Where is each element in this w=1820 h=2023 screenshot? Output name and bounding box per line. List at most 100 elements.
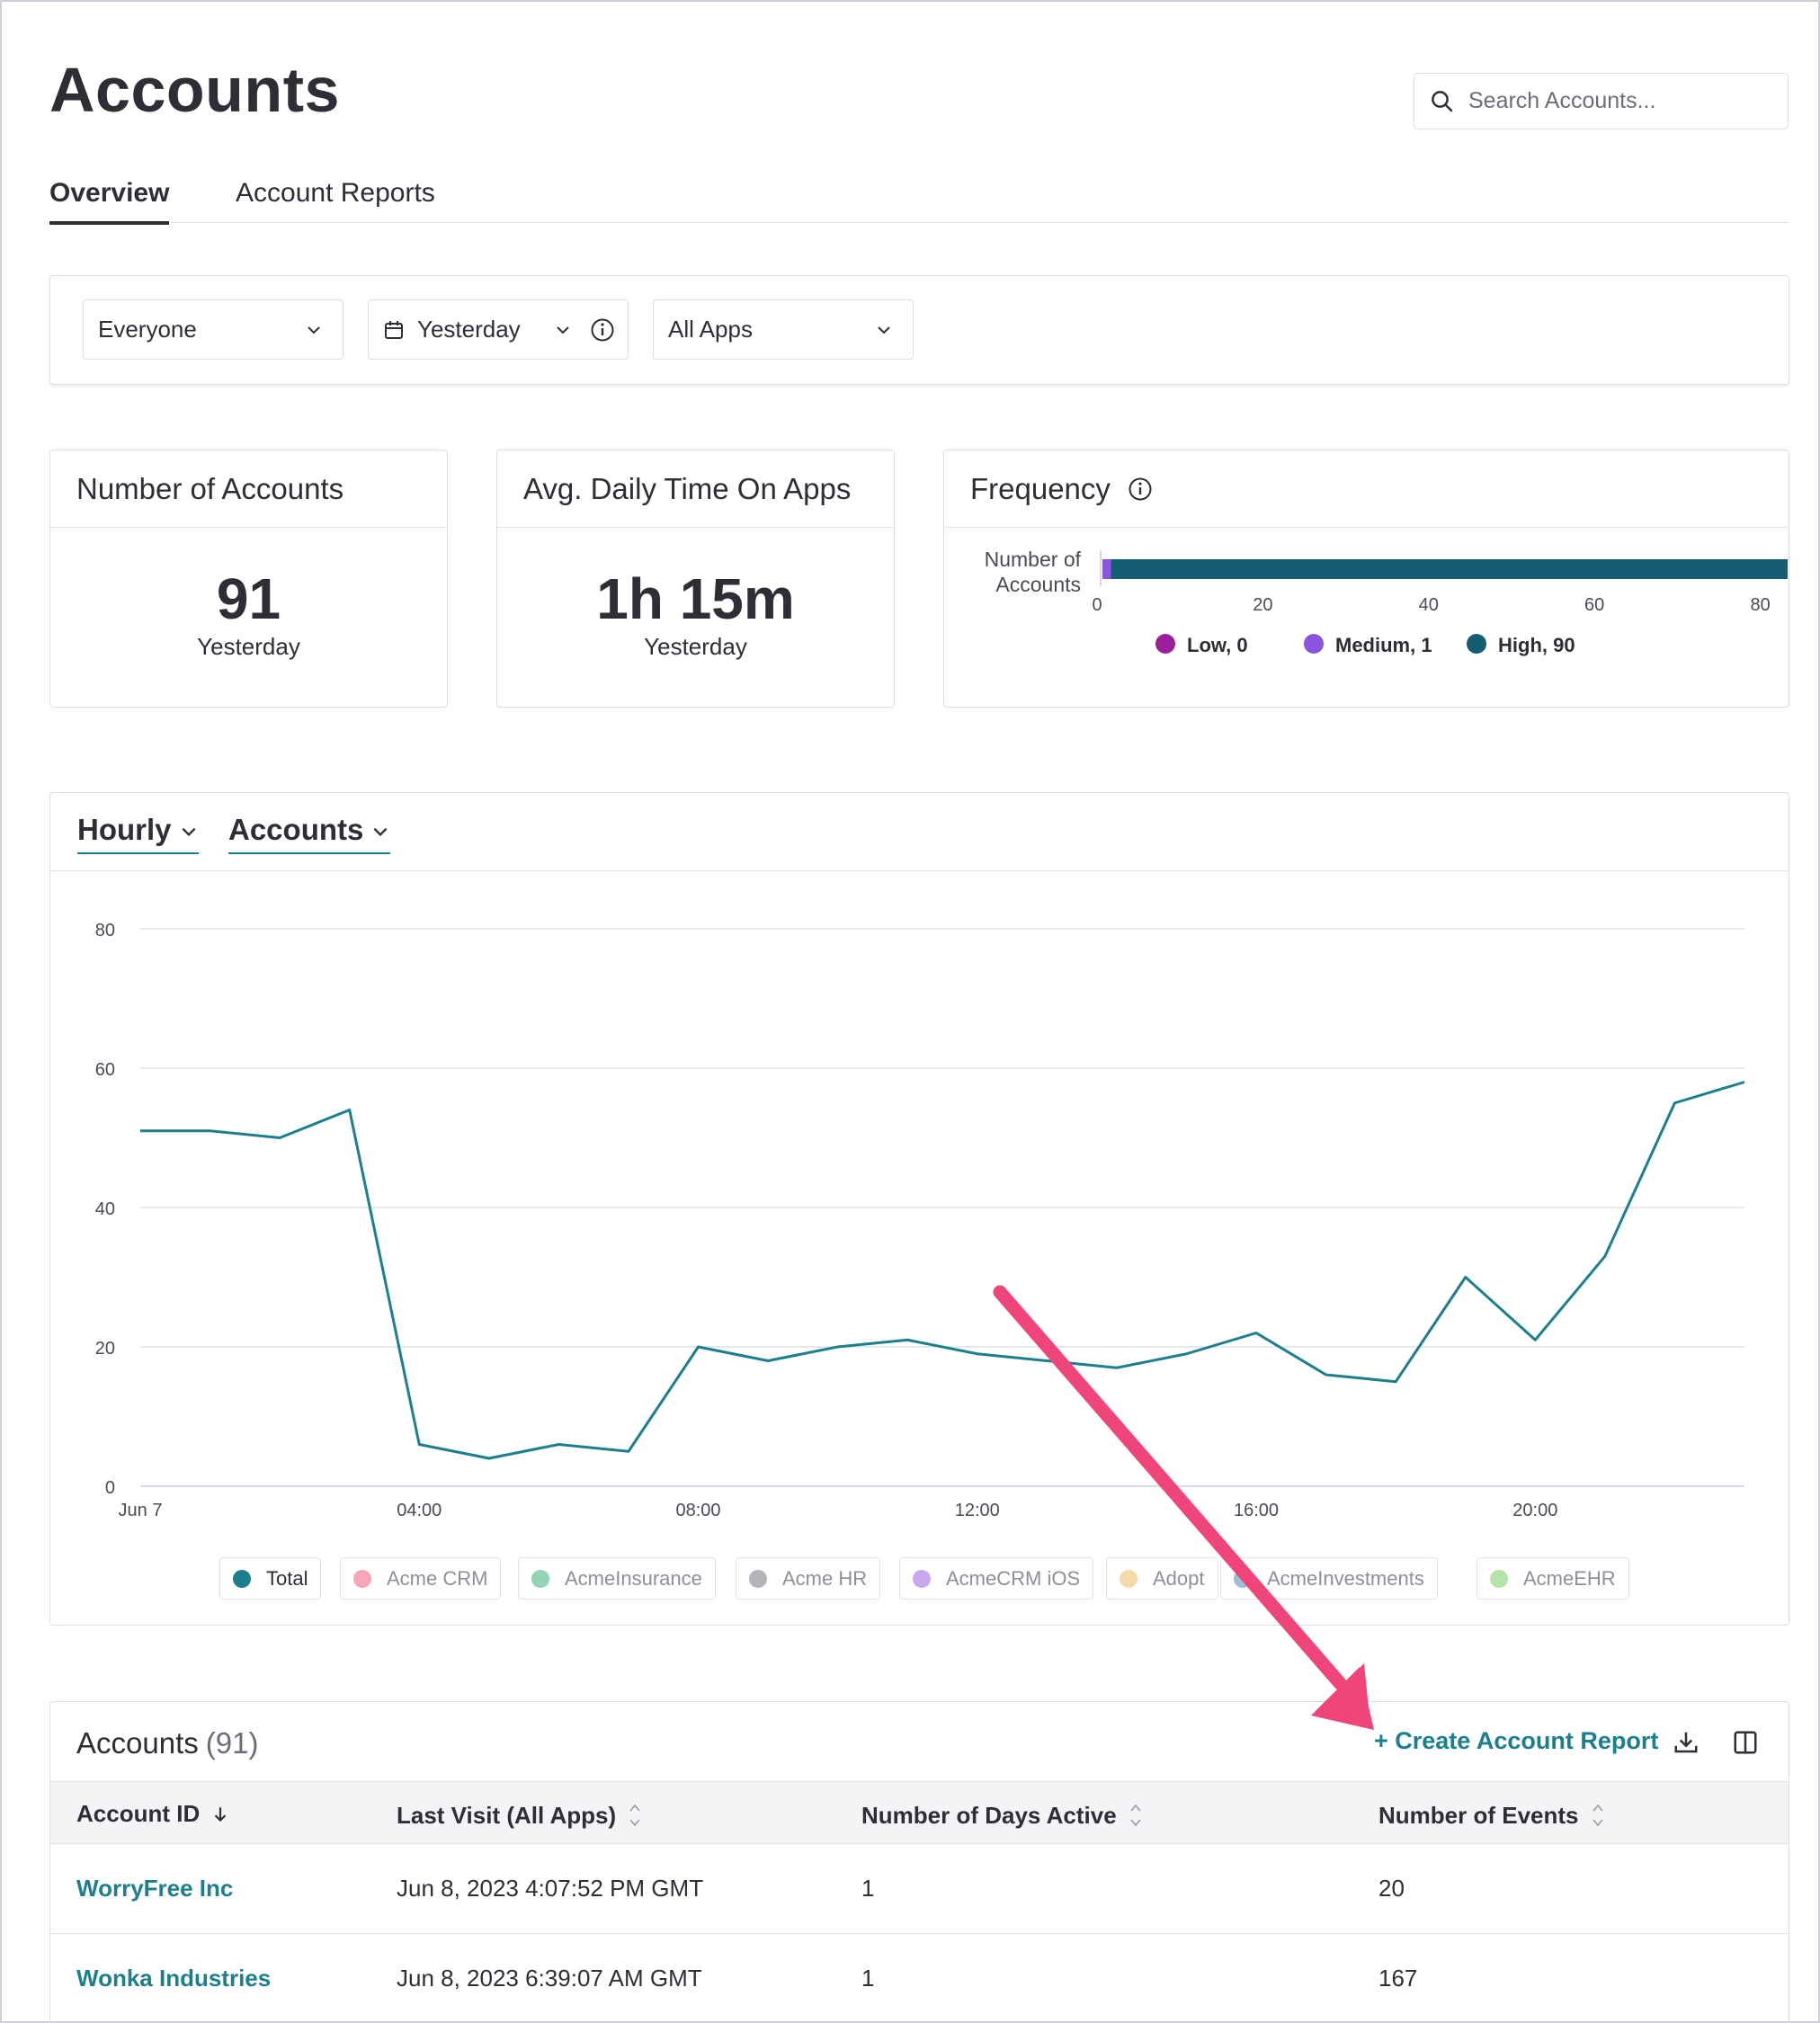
date-range-dropdown[interactable]: Yesterday bbox=[368, 299, 629, 360]
tab-account-reports[interactable]: Account Reports bbox=[236, 178, 435, 208]
calendar-icon bbox=[385, 320, 403, 339]
legend-item[interactable]: Acme HR bbox=[736, 1557, 881, 1600]
last-visit-cell: Jun 8, 2023 6:39:07 AM GMT bbox=[397, 1965, 702, 1992]
avg-time-caption: Yesterday bbox=[644, 633, 747, 660]
column-header-account-id[interactable]: Account ID bbox=[76, 1800, 230, 1828]
x-tick-label: 20:00 bbox=[1512, 1501, 1557, 1520]
x-tick-label: Jun 7 bbox=[119, 1501, 163, 1520]
tab-overview[interactable]: Overview bbox=[49, 178, 170, 225]
accounts-count: 91 bbox=[216, 566, 281, 631]
accounts-table-card: Accounts (91) + Create Account Report Acc… bbox=[49, 1701, 1789, 2023]
legend-label: Total bbox=[266, 1566, 308, 1590]
legend-item[interactable]: Total bbox=[219, 1557, 322, 1600]
chevron-down-icon bbox=[878, 326, 890, 334]
frequency-legend-label: Low, 0 bbox=[1187, 634, 1248, 656]
frequency-legend-dot bbox=[1467, 634, 1486, 654]
legend-item[interactable]: Adopt bbox=[1106, 1557, 1218, 1600]
table-title: Accounts (91) bbox=[76, 1726, 258, 1760]
search-icon bbox=[1432, 90, 1453, 111]
legend-label: AcmeEHR bbox=[1523, 1566, 1616, 1590]
account-id-link[interactable]: WorryFree Inc bbox=[76, 1875, 234, 1902]
days-active-cell: 1 bbox=[861, 1965, 875, 1992]
legend-label: AcmeInsurance bbox=[565, 1566, 702, 1590]
frequency-legend-dot bbox=[1304, 634, 1324, 654]
table-header: Account ID Last Visit (All Apps) Number … bbox=[50, 1781, 1789, 1844]
last-visit-cell: Jun 8, 2023 4:07:52 PM GMT bbox=[397, 1875, 704, 1902]
legend-item[interactable]: AcmeInsurance bbox=[518, 1557, 716, 1600]
apps-dropdown[interactable]: All Apps bbox=[653, 299, 914, 360]
card-title: Frequency bbox=[970, 472, 1111, 505]
events-cell: 20 bbox=[1378, 1875, 1405, 1902]
x-tick-label: 08:00 bbox=[675, 1501, 720, 1520]
days-active-cell: 1 bbox=[861, 1875, 875, 1902]
x-tick-label: 16:00 bbox=[1234, 1501, 1279, 1520]
legend-item[interactable]: AcmeEHR bbox=[1477, 1557, 1629, 1600]
info-icon[interactable] bbox=[590, 317, 615, 343]
column-header-label: Last Visit (All Apps) bbox=[397, 1801, 617, 1829]
y-tick-label: 0 bbox=[105, 1478, 115, 1498]
download-icon[interactable] bbox=[1673, 1729, 1700, 1756]
legend-label: Acme CRM bbox=[387, 1566, 488, 1590]
y-tick-label: 20 bbox=[95, 1339, 115, 1359]
frequency-row-label: Accounts bbox=[995, 573, 1081, 596]
legend-item[interactable]: AcmeInvestments bbox=[1220, 1557, 1438, 1600]
columns-icon[interactable] bbox=[1732, 1729, 1759, 1756]
sort-icon bbox=[1592, 1804, 1603, 1827]
column-header-days-active[interactable]: Number of Days Active bbox=[861, 1800, 1144, 1831]
frequency-tick-label: 80 bbox=[1750, 595, 1770, 615]
chart-controls: Hourly Accounts bbox=[50, 793, 1789, 871]
legend-dot bbox=[531, 1569, 549, 1588]
sort-arrow-icon bbox=[214, 1806, 227, 1822]
frequency-row-label: Number of bbox=[985, 548, 1082, 571]
granularity-dropdown[interactable]: Hourly bbox=[77, 813, 199, 854]
frequency-tick-label: 0 bbox=[1092, 595, 1102, 615]
metric-dropdown[interactable]: Accounts bbox=[228, 813, 391, 854]
apps-dropdown-value: All Apps bbox=[668, 316, 753, 343]
card-title: Number of Accounts bbox=[50, 450, 447, 528]
chevron-down-icon bbox=[557, 326, 569, 334]
events-cell: 167 bbox=[1378, 1965, 1418, 1992]
column-header-label: Number of Days Active bbox=[861, 1801, 1117, 1829]
search-box[interactable] bbox=[1414, 73, 1789, 129]
account-id-link[interactable]: Wonka Industries bbox=[76, 1965, 272, 1992]
segment-dropdown[interactable]: Everyone bbox=[83, 299, 343, 360]
column-header-last-visit[interactable]: Last Visit (All Apps) bbox=[397, 1800, 643, 1831]
segment-dropdown-value: Everyone bbox=[98, 316, 197, 343]
filter-bar: Everyone Yesterday All Apps bbox=[49, 275, 1789, 385]
legend-label: AcmeInvestments bbox=[1267, 1566, 1424, 1590]
legend-dot bbox=[233, 1569, 251, 1588]
metric-value: Accounts bbox=[228, 813, 364, 846]
tab-bar: Overview Account Reports bbox=[49, 178, 1789, 225]
column-header-label: Number of Events bbox=[1378, 1801, 1579, 1829]
accounts-caption: Yesterday bbox=[197, 633, 300, 660]
legend-dot bbox=[1490, 1569, 1508, 1588]
legend-dot bbox=[913, 1569, 931, 1588]
frequency-legend-label: High, 90 bbox=[1498, 634, 1575, 656]
frequency-tick-label: 60 bbox=[1584, 595, 1604, 615]
series-line-total bbox=[140, 1081, 1745, 1460]
hourly-chart-card: Hourly Accounts 80 60 40 20 0 Jun 7 04:00 08:00… bbox=[49, 792, 1789, 1626]
create-account-report-button[interactable]: + Create Account Report bbox=[1374, 1727, 1659, 1754]
table-row: WorryFree Inc Jun 8, 2023 4:07:52 PM GMT… bbox=[50, 1844, 1789, 1934]
legend-dot bbox=[1120, 1569, 1138, 1588]
column-header-events[interactable]: Number of Events bbox=[1378, 1800, 1606, 1831]
legend-dot bbox=[749, 1569, 767, 1588]
frequency-legend-dot bbox=[1155, 634, 1175, 654]
x-tick-label: 12:00 bbox=[955, 1501, 1000, 1520]
column-header-label: Account ID bbox=[76, 1800, 201, 1827]
legend-item[interactable]: AcmeCRM iOS bbox=[899, 1557, 1094, 1600]
page-title: Accounts bbox=[49, 55, 340, 125]
legend-label: Adopt bbox=[1153, 1566, 1205, 1590]
frequency-card: Frequency Number of Accounts 0 20 40 60 80 Lo… bbox=[943, 450, 1789, 708]
frequency-tick-label: 20 bbox=[1253, 595, 1272, 615]
legend-item[interactable]: Acme CRM bbox=[340, 1557, 502, 1600]
info-icon[interactable] bbox=[1128, 477, 1153, 502]
legend-label: Acme HR bbox=[782, 1566, 868, 1590]
frequency-bar-segment bbox=[1111, 559, 1788, 579]
avg-daily-time-card: Avg. Daily Time On Apps 1h 15m Yesterday bbox=[496, 450, 895, 708]
legend-dot bbox=[1234, 1569, 1252, 1588]
search-input[interactable] bbox=[1468, 88, 1774, 114]
y-tick-label: 60 bbox=[95, 1060, 115, 1080]
